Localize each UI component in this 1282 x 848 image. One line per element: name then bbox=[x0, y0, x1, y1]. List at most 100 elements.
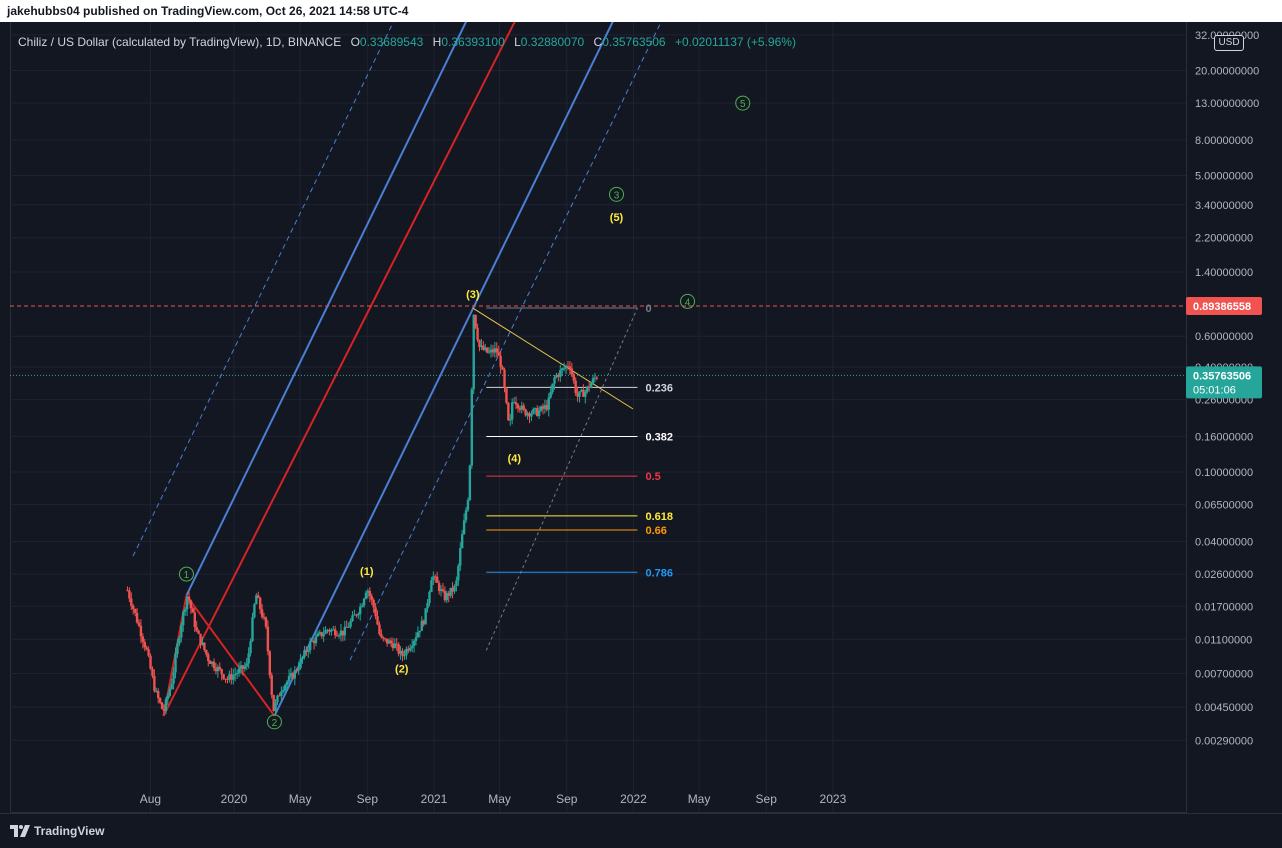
candle-body bbox=[482, 345, 485, 350]
triangle-trendline bbox=[472, 307, 634, 410]
candle-body bbox=[191, 608, 195, 613]
candle-body bbox=[445, 592, 448, 601]
candle-body bbox=[453, 585, 456, 592]
wave-label-text: 3 bbox=[614, 190, 620, 201]
candle-body bbox=[157, 690, 160, 699]
candle-body bbox=[370, 596, 373, 600]
candle-body bbox=[182, 611, 185, 626]
wave-label-text: (2) bbox=[395, 663, 409, 675]
candle-body bbox=[347, 626, 350, 628]
tradingview-icon bbox=[10, 825, 30, 837]
candle-body bbox=[430, 580, 433, 592]
candle-body bbox=[574, 380, 577, 394]
candle-body bbox=[201, 642, 204, 645]
candle-body bbox=[485, 347, 489, 353]
candle-body bbox=[195, 627, 198, 631]
candle-body bbox=[541, 406, 545, 409]
candle-body bbox=[380, 634, 383, 638]
candle-body bbox=[247, 653, 250, 664]
candle-body bbox=[270, 675, 273, 695]
candle-body bbox=[359, 606, 362, 615]
pitchfork-base-line bbox=[185, 594, 276, 717]
chart-pane[interactable] bbox=[10, 22, 1186, 813]
candle-body bbox=[422, 620, 425, 625]
candle-body bbox=[266, 626, 270, 652]
candle-body bbox=[403, 655, 406, 657]
candle-body bbox=[382, 637, 385, 639]
brand-label: TradingView bbox=[34, 824, 105, 838]
candle-body bbox=[172, 672, 175, 684]
candle-body bbox=[401, 650, 404, 656]
candle-body bbox=[282, 689, 285, 692]
candle-body bbox=[466, 500, 470, 511]
candle-body bbox=[584, 391, 587, 397]
candle-body bbox=[299, 658, 302, 668]
candle-body bbox=[310, 640, 314, 642]
candle-body bbox=[509, 419, 512, 421]
candle-body bbox=[507, 402, 510, 421]
candle-body bbox=[524, 409, 527, 416]
candle-body bbox=[130, 598, 133, 606]
candle-body bbox=[137, 622, 141, 626]
candle-body bbox=[207, 654, 210, 661]
candle-body bbox=[326, 629, 329, 631]
candle-body bbox=[260, 609, 264, 618]
candle-body bbox=[545, 405, 549, 410]
open-value: 0.33689543 bbox=[359, 35, 424, 49]
candle-body bbox=[526, 413, 529, 416]
candle-body bbox=[272, 694, 275, 712]
currency-button[interactable]: USD bbox=[1214, 35, 1244, 51]
candle-body bbox=[258, 597, 262, 610]
candle-body bbox=[226, 678, 229, 680]
candle-body bbox=[562, 368, 566, 370]
candle-body bbox=[407, 648, 410, 651]
candle-body bbox=[126, 590, 129, 592]
candle-body bbox=[399, 650, 402, 654]
candle-body bbox=[218, 666, 221, 670]
candle-body bbox=[187, 596, 191, 601]
candle-body bbox=[470, 389, 473, 466]
candle-body bbox=[147, 649, 150, 656]
candle-body bbox=[295, 670, 298, 672]
tradingview-logo[interactable]: TradingView bbox=[10, 824, 104, 838]
candle-body bbox=[532, 408, 535, 414]
candle-body bbox=[341, 630, 345, 636]
wave-label-circle bbox=[609, 186, 625, 202]
candle-body bbox=[441, 589, 445, 592]
candle-body bbox=[514, 402, 518, 405]
candle-body bbox=[222, 674, 225, 679]
candle-body bbox=[264, 617, 268, 627]
candle-body bbox=[276, 695, 279, 703]
candle-body bbox=[520, 405, 524, 410]
candle-body bbox=[480, 345, 483, 348]
candle-body bbox=[457, 565, 460, 581]
candle-body bbox=[345, 626, 348, 628]
channel-upper-line bbox=[185, 22, 468, 596]
close-label: C bbox=[593, 35, 603, 49]
fib-level-label: 0.382 bbox=[645, 431, 673, 443]
price-axis[interactable] bbox=[1186, 22, 1282, 813]
change-value: +0.02011137 (+5.96%) bbox=[674, 35, 796, 49]
candle-body bbox=[183, 609, 187, 612]
candle-body bbox=[591, 378, 595, 384]
candle-body bbox=[224, 678, 227, 680]
candle-body bbox=[285, 681, 289, 685]
candle-body bbox=[468, 465, 472, 501]
candle-body bbox=[497, 352, 500, 356]
candle-body bbox=[305, 650, 308, 653]
candle-body bbox=[505, 387, 508, 403]
candle-body bbox=[174, 654, 177, 673]
candle-body bbox=[178, 637, 181, 644]
candle-body bbox=[255, 595, 258, 605]
candle-body bbox=[593, 377, 597, 379]
open-label: O bbox=[350, 35, 360, 49]
wave-label-text: 2 bbox=[272, 718, 278, 729]
candle-body bbox=[337, 635, 341, 637]
candle-body bbox=[472, 314, 475, 390]
symbol-title[interactable]: Chiliz / US Dollar (calculated by Tradin… bbox=[18, 35, 342, 49]
candle-body bbox=[233, 674, 237, 676]
candle-body bbox=[510, 402, 514, 420]
channel-lower-line bbox=[273, 22, 614, 717]
candle-body bbox=[389, 640, 393, 644]
